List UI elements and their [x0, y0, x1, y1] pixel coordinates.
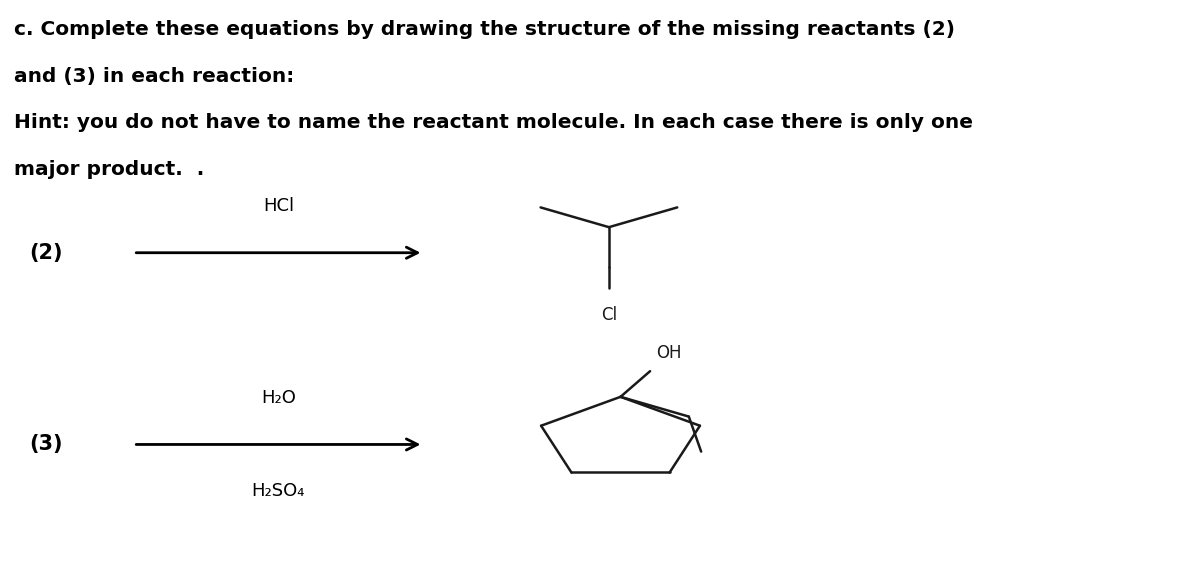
Text: (3): (3) [29, 435, 62, 454]
Text: Hint: you do not have to name the reactant molecule. In each case there is only : Hint: you do not have to name the reacta… [14, 113, 973, 132]
Text: (2): (2) [29, 243, 62, 263]
Text: and (3) in each reaction:: and (3) in each reaction: [14, 67, 294, 86]
Text: c. Complete these equations by drawing the structure of the missing reactants (2: c. Complete these equations by drawing t… [14, 20, 955, 40]
Text: H₂O: H₂O [260, 389, 295, 407]
Text: HCl: HCl [263, 197, 294, 215]
Text: major product.  .: major product. . [14, 160, 204, 179]
Text: OH: OH [656, 345, 682, 363]
Text: H₂SO₄: H₂SO₄ [252, 482, 305, 500]
Text: Cl: Cl [601, 306, 617, 324]
